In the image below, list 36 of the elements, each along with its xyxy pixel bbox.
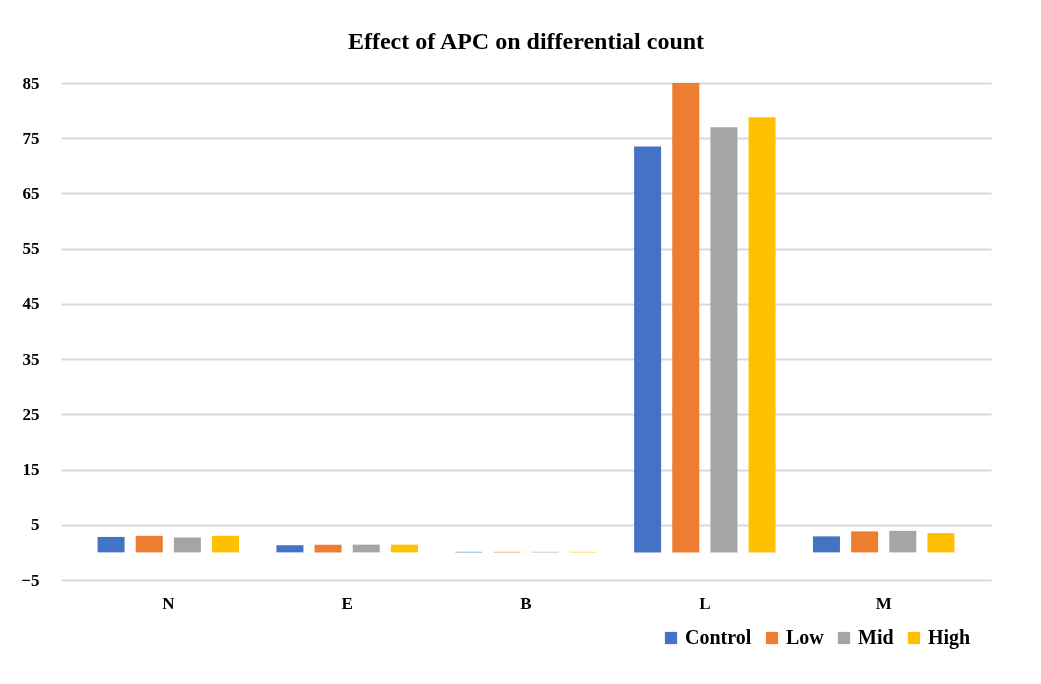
- bar: [390, 544, 418, 553]
- y-tick-label: 55: [22, 239, 40, 259]
- y-tick-label: 85: [22, 73, 40, 93]
- y-tick-label: 35: [22, 349, 40, 369]
- legend-label: Mid: [858, 626, 894, 648]
- bar: [710, 127, 738, 553]
- x-tick-label: E: [341, 593, 353, 613]
- y-tick-label: 75: [22, 128, 40, 148]
- bar: [97, 536, 125, 553]
- bar: [212, 535, 240, 553]
- x-tick-label: N: [162, 593, 176, 613]
- y-tick-label: −5: [21, 570, 40, 590]
- bar: [851, 531, 879, 553]
- x-tick-label: M: [875, 593, 892, 613]
- bar: [314, 544, 342, 553]
- x-tick-label: L: [699, 593, 711, 613]
- bar: [634, 146, 662, 553]
- legend-label: Control: [685, 626, 752, 648]
- chart-title: Effect of APC on differential count: [347, 28, 705, 54]
- bar: [352, 544, 380, 553]
- legend-label: High: [928, 626, 971, 649]
- y-tick-label: 5: [31, 515, 40, 535]
- y-tick-label: 25: [22, 404, 40, 424]
- bar: [173, 537, 201, 553]
- bar: [276, 545, 304, 553]
- bar: [889, 530, 917, 553]
- x-tick-label: B: [520, 593, 532, 613]
- y-tick-label: 15: [22, 460, 40, 480]
- y-tick-label: 45: [22, 294, 40, 314]
- bar: [135, 535, 163, 553]
- bar: [927, 533, 955, 553]
- bar: [812, 536, 840, 553]
- bar: [748, 117, 776, 553]
- bar: [672, 83, 700, 553]
- y-tick-label: 65: [22, 183, 40, 203]
- legend-label: Low: [786, 626, 825, 648]
